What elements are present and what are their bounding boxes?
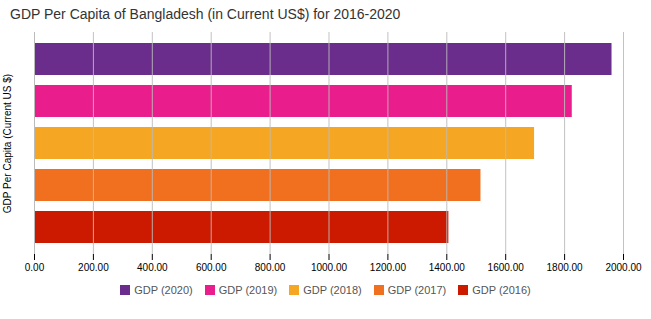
svg-text:2000.00: 2000.00 [605, 262, 642, 273]
svg-text:1600.00: 1600.00 [488, 262, 525, 273]
html-text:GDP (2018): GDP (2018) [303, 284, 362, 296]
svg-text:1200.00: 1200.00 [370, 262, 407, 273]
html-text:GDP Per Capita of Bangladesh (: GDP Per Capita of Bangladesh (in Current… [10, 6, 401, 22]
svg-text:200.00: 200.00 [78, 262, 109, 273]
html-text:GDP (2020): GDP (2020) [134, 284, 193, 296]
svg-text:1000.00: 1000.00 [311, 262, 348, 273]
svg-text:400.00: 400.00 [137, 262, 168, 273]
html-text:GDP (2017): GDP (2017) [387, 284, 447, 296]
svg-text:800.00: 800.00 [255, 262, 286, 273]
svg-text:GDP Per Capita (Current US $): GDP Per Capita (Current US $) [2, 74, 13, 213]
svg-text:0.00: 0.00 [25, 262, 45, 273]
html-text:GDP (2019): GDP (2019) [218, 284, 278, 296]
svg-text:1800.00: 1800.00 [547, 262, 584, 273]
svg-text:1400.00: 1400.00 [429, 262, 466, 273]
svg-text:600.00: 600.00 [196, 262, 227, 273]
html-text:GDP (2016): GDP (2016) [472, 284, 531, 296]
